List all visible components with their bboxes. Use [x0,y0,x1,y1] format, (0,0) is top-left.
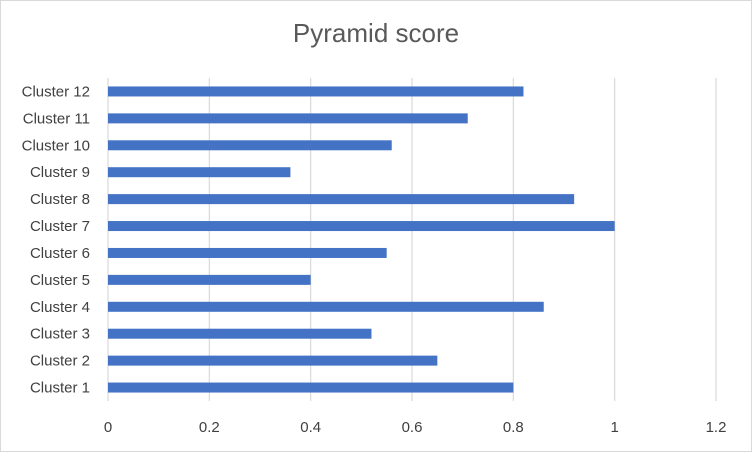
y-category-label: Cluster 12 [22,83,90,100]
bar-cluster-9 [108,167,291,178]
bar-cluster-6 [108,247,387,258]
x-tick-label: 0.8 [503,419,524,436]
y-category-label: Cluster 9 [30,164,90,181]
y-category-label: Cluster 8 [30,191,90,208]
y-category-label: Cluster 5 [30,272,90,289]
y-category-label: Cluster 4 [30,299,90,316]
gridlines [107,78,717,401]
y-category-label: Cluster 6 [30,245,90,262]
y-category-label: Cluster 3 [30,326,90,343]
bar-cluster-12 [108,86,524,97]
x-tick-label: 1.2 [706,419,727,436]
bar-cluster-8 [108,194,575,205]
bar-cluster-11 [108,113,468,124]
x-tick-label: 0.2 [199,419,220,436]
chart-title: Pyramid score [292,18,460,48]
bar-cluster-10 [108,140,392,151]
y-axis-labels: Cluster 1 Cluster 2 Cluster 3 Cluster 4 Clus… [22,83,90,396]
y-category-label: Cluster 2 [30,353,90,370]
y-category-label: Cluster 10 [22,137,90,154]
x-axis-labels: 0 0.2 0.4 0.6 0.8 1 1.2 [104,419,727,436]
bar-cluster-1 [108,382,514,393]
bar-cluster-7 [108,221,615,232]
y-category-label: Cluster 1 [30,380,90,397]
y-category-label: Cluster 7 [30,218,90,235]
y-category-label: Cluster 11 [23,110,90,127]
bar-cluster-3 [108,328,372,339]
bar-cluster-2 [108,355,438,366]
x-tick-label: 0.4 [300,419,321,436]
x-tick-label: 1 [610,419,618,436]
bars [108,86,615,393]
bar-cluster-5 [108,274,311,285]
x-tick-label: 0 [104,419,112,436]
x-tick-label: 0.6 [402,419,423,436]
bar-cluster-4 [108,301,544,312]
